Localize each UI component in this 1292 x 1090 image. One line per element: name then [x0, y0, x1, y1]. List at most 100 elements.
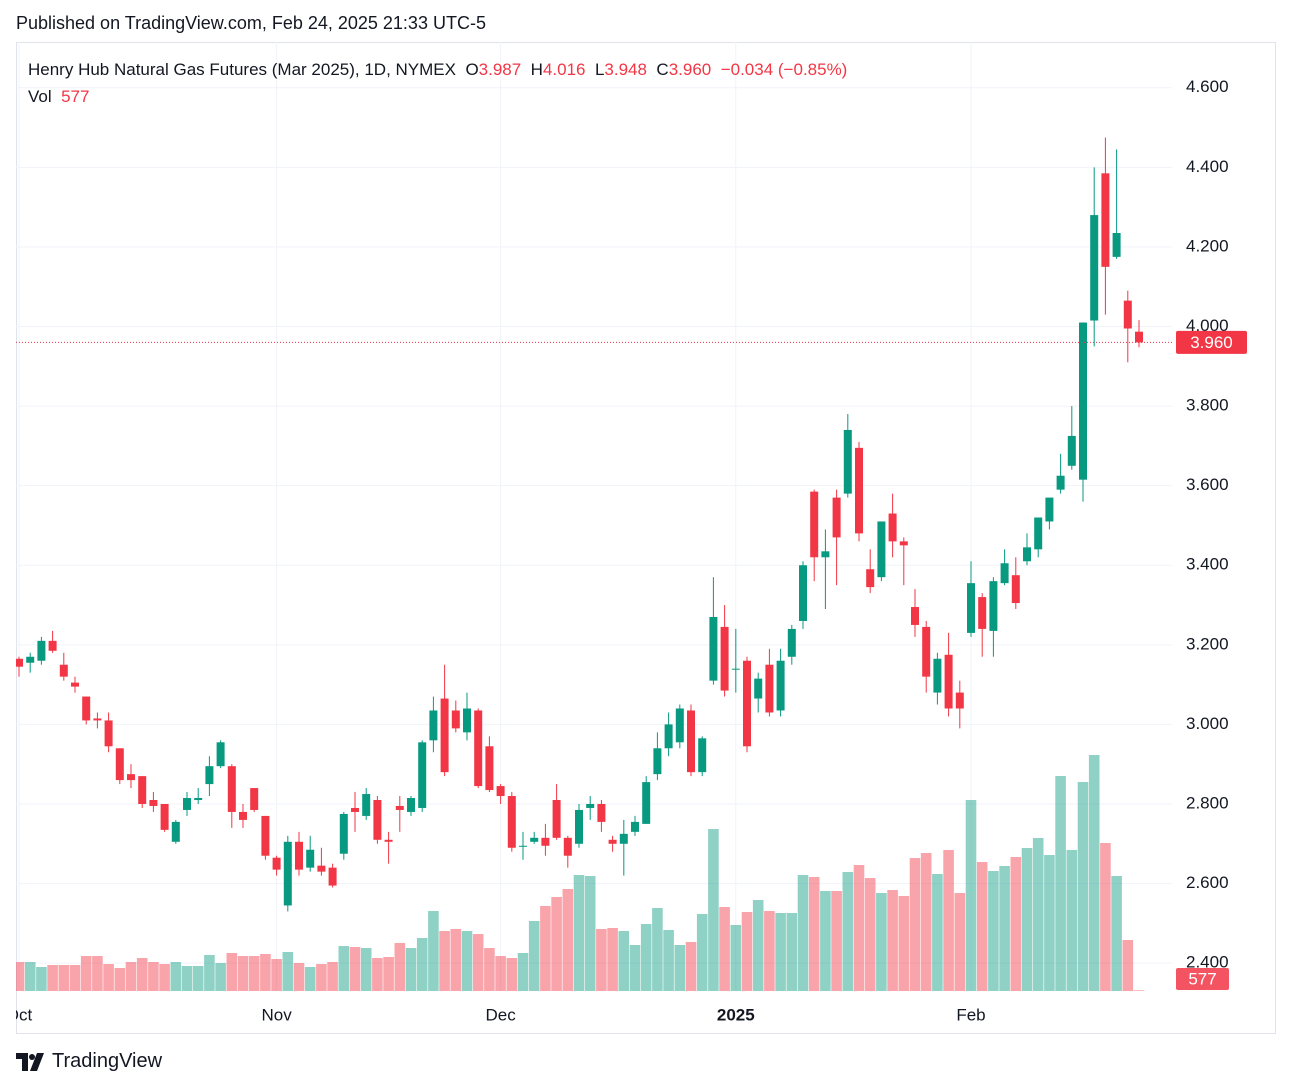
- candle-body: [922, 626, 931, 677]
- volume-bar: [1133, 990, 1145, 991]
- volume-bar: [1088, 755, 1100, 991]
- candle-body: [485, 746, 494, 791]
- volume-bar: [876, 893, 887, 991]
- volume-bar: [719, 907, 730, 991]
- candle-body: [216, 742, 225, 767]
- candle-body: [1135, 331, 1143, 343]
- volume-bar: [1055, 776, 1066, 991]
- volume-bar: [786, 913, 798, 991]
- candle-body: [395, 805, 404, 810]
- volume-bar: [125, 962, 137, 991]
- candle-body: [1079, 322, 1087, 480]
- candle-body: [272, 857, 281, 870]
- candle-body: [608, 839, 617, 844]
- candle-body: [440, 698, 449, 773]
- volume-bar: [618, 931, 630, 991]
- candle-body: [317, 865, 326, 872]
- candle-body: [709, 616, 718, 681]
- volume-bar: [114, 968, 126, 991]
- candle-body: [899, 541, 908, 546]
- volume-bar: [58, 965, 70, 991]
- x-tick-label: Oct: [6, 1005, 33, 1024]
- volume-bar: [215, 963, 226, 991]
- volume-bar: [69, 965, 81, 991]
- y-tick-label: 3.200: [1186, 634, 1229, 653]
- volume-bar: [573, 875, 585, 991]
- candle-body: [765, 664, 774, 713]
- candle-body: [519, 845, 527, 847]
- volume-bar: [1122, 940, 1134, 991]
- candle-body: [1000, 563, 1009, 584]
- volume-bar: [797, 875, 809, 991]
- volume-bar: [80, 956, 92, 991]
- volume-bar: [741, 912, 753, 991]
- last-price-label: 3.960: [1190, 333, 1233, 352]
- volume-bar: [1010, 857, 1022, 991]
- candle-body: [1123, 300, 1132, 329]
- candle-body: [1034, 517, 1043, 550]
- candle-body: [71, 682, 79, 687]
- published-note: Published on TradingView.com, Feb 24, 20…: [16, 13, 486, 33]
- volume-bar: [316, 964, 327, 991]
- volume-bar: [1032, 838, 1044, 991]
- y-tick-label: 3.000: [1186, 714, 1229, 733]
- volume-bar: [394, 943, 406, 991]
- y-tick-label: 2.400: [1186, 953, 1229, 972]
- candle-body: [832, 497, 841, 538]
- volume-bar: [584, 876, 596, 991]
- volume-bar: [1100, 843, 1111, 991]
- candle-body: [552, 800, 561, 838]
- volume-bar: [461, 931, 473, 991]
- volume-bar: [428, 911, 439, 991]
- candle-body: [93, 718, 102, 721]
- volume-bar: [226, 953, 238, 991]
- y-tick-label: 3.400: [1186, 555, 1229, 574]
- volume-bar: [159, 964, 170, 991]
- y-tick-label: 2.800: [1186, 793, 1229, 812]
- candle-body: [1112, 232, 1121, 257]
- candle-body: [575, 809, 583, 844]
- candle-body: [1023, 547, 1031, 562]
- volume-bar: [640, 924, 652, 991]
- volume-bar: [842, 872, 854, 991]
- volume-bar: [327, 962, 338, 991]
- volume-bar: [360, 948, 372, 991]
- volume-bar: [405, 948, 417, 991]
- symbol-title: Henry Hub Natural Gas Futures (Mar 2025)…: [28, 60, 456, 79]
- volume-bar: [808, 877, 820, 991]
- candle-body: [306, 849, 315, 868]
- candle-body: [384, 839, 393, 842]
- volume-bar: [517, 953, 529, 991]
- candle-body: [48, 640, 57, 651]
- candle-body: [328, 867, 337, 886]
- volume-bar: [943, 850, 954, 991]
- volume-bar: [730, 925, 742, 991]
- candle-body: [496, 786, 505, 797]
- candle-body: [373, 800, 382, 840]
- x-tick-label: Nov: [261, 1005, 292, 1024]
- candle-body: [944, 654, 953, 709]
- volume-bar: [181, 966, 193, 991]
- candle-body: [877, 521, 886, 578]
- candle-body: [205, 766, 214, 785]
- volume-bar: [16, 962, 25, 991]
- candle-body: [731, 668, 740, 670]
- volume-value: 577: [61, 87, 90, 106]
- volume-bar: [831, 891, 842, 991]
- volume-bar: [1077, 782, 1089, 991]
- volume-bar: [136, 958, 148, 991]
- volume-bar: [752, 900, 764, 991]
- candle-body: [698, 738, 707, 773]
- volume-bar: [24, 962, 36, 991]
- candle-body: [967, 583, 975, 633]
- open-label: O: [465, 60, 479, 79]
- candle-body: [1056, 475, 1065, 490]
- candle-body: [1011, 575, 1020, 604]
- volume-bar: [864, 878, 876, 991]
- volume-bar: [372, 958, 383, 991]
- volume-bar: [47, 965, 58, 991]
- price-axis: 2.400 2.600 2.800 3.000 3.200 3.400 3.600 3.800…: [1176, 77, 1247, 990]
- last-volume-label: 577: [1188, 969, 1216, 988]
- volume-bar: [237, 956, 249, 991]
